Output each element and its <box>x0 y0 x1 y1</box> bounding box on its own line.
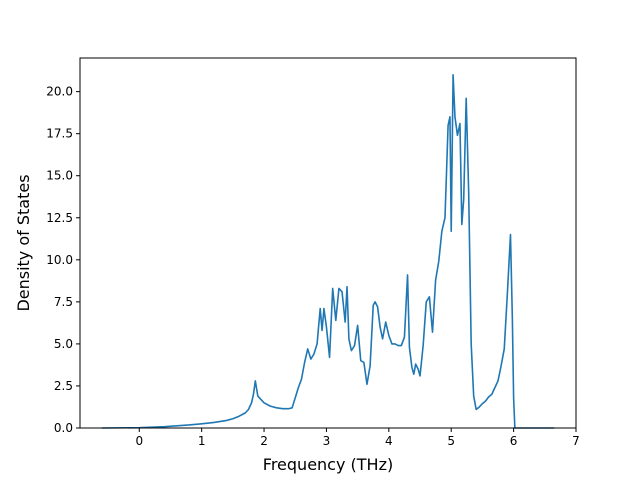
y-tick-label: 2.5 <box>54 379 73 393</box>
x-tick-label: 2 <box>260 434 268 448</box>
y-tick-label: 7.5 <box>54 295 73 309</box>
x-tick-label: 6 <box>510 434 518 448</box>
x-tick-label: 1 <box>198 434 206 448</box>
dos-series-line <box>101 74 555 429</box>
y-tick-label: 12.5 <box>46 211 73 225</box>
x-tick-label: 5 <box>447 434 455 448</box>
y-tick-label: 5.0 <box>54 337 73 351</box>
x-tick-label: 4 <box>385 434 393 448</box>
y-tick-label: 10.0 <box>46 253 73 267</box>
y-tick-label: 15.0 <box>46 169 73 183</box>
y-tick-label: 20.0 <box>46 85 73 99</box>
y-axis-title: Density of States <box>14 174 33 311</box>
y-tick-label: 0.0 <box>54 421 73 435</box>
x-axis-title: Frequency (THz) <box>263 455 393 474</box>
plot-frame <box>79 57 577 429</box>
x-tick-label: 7 <box>572 434 580 448</box>
x-tick-label: 0 <box>135 434 143 448</box>
y-tick-label: 17.5 <box>46 127 73 141</box>
axis-ticks: 0 1 2 3 4 5 6 7 0.0 2.5 5.0 7.5 10.0 12.5 15.0 17.5 20.0 <box>46 85 580 448</box>
x-tick-label: 3 <box>323 434 331 448</box>
plot-area <box>101 74 555 429</box>
